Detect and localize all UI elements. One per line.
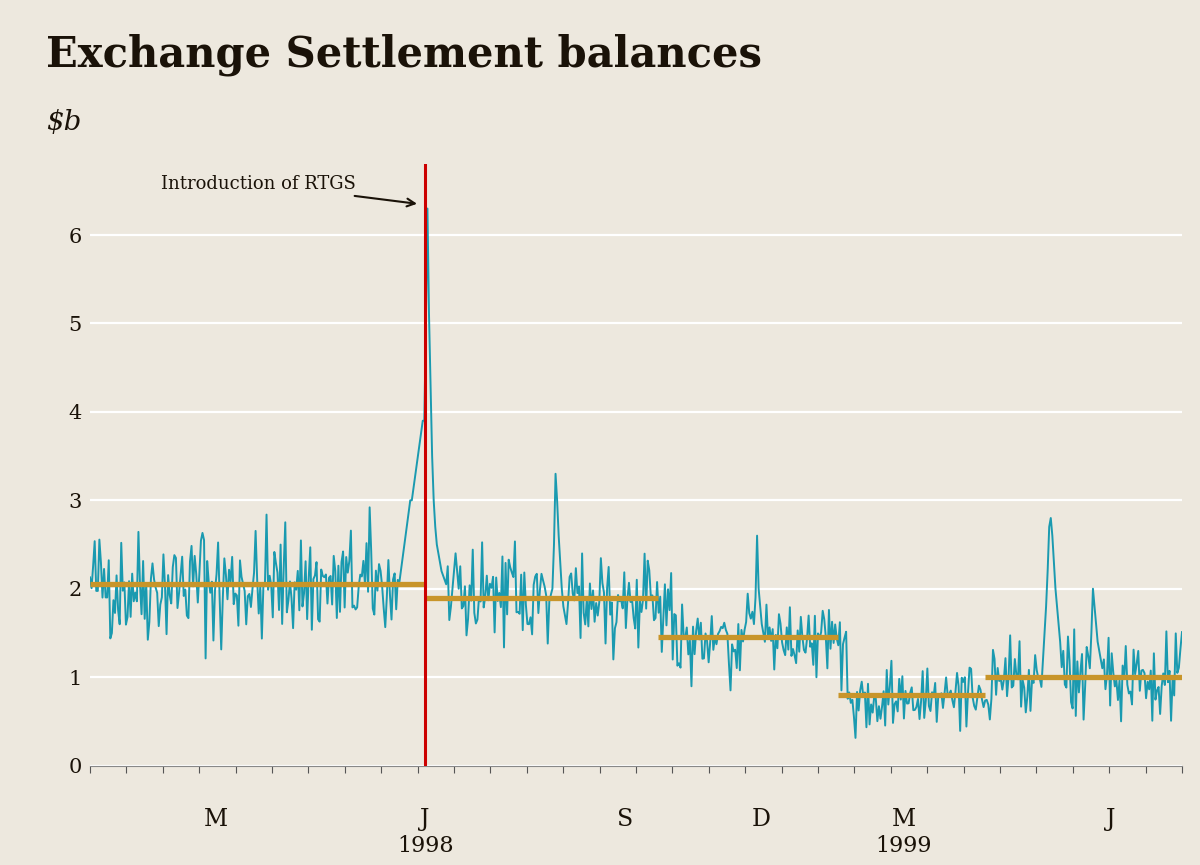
Text: J: J [1106, 808, 1116, 830]
Text: 1999: 1999 [875, 835, 931, 856]
Text: Introduction of RTGS: Introduction of RTGS [161, 175, 415, 207]
Text: M: M [204, 808, 228, 830]
Text: M: M [892, 808, 916, 830]
Text: D: D [752, 808, 772, 830]
Text: S: S [617, 808, 634, 830]
Text: $b: $b [46, 109, 80, 136]
Text: 1998: 1998 [397, 835, 454, 856]
Text: Exchange Settlement balances: Exchange Settlement balances [46, 33, 762, 76]
Text: J: J [420, 808, 430, 830]
